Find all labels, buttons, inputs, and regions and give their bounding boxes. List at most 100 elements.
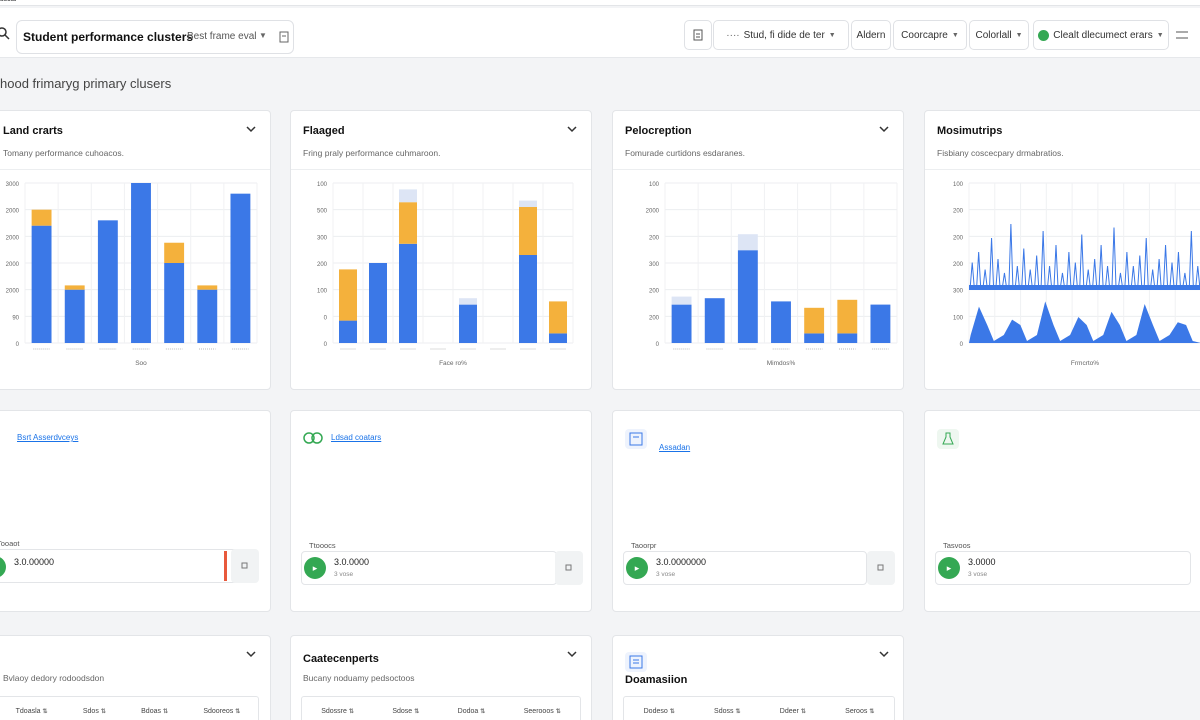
chart-card-2: Flaaged Fring praly performance cuhmaroo… — [290, 110, 592, 390]
chevron-down-icon: ▼ — [1015, 31, 1023, 39]
chevron-down-icon[interactable] — [246, 650, 256, 658]
value-row[interactable]: ▸ 3.0.0000 3 vose — [301, 551, 557, 585]
chevron-down-icon[interactable]: ▼ — [259, 31, 267, 40]
filter-dropdown[interactable]: ···· Stud, fi dide de ter ▼ — [713, 20, 849, 50]
compare-dropdown[interactable]: Coorcapre ▼ — [893, 20, 967, 50]
bar — [64, 289, 85, 343]
y-tick-label: 2000 — [6, 289, 20, 295]
color-label: Colorlall — [975, 29, 1012, 41]
top-strip: ssoal — [0, 0, 1200, 6]
link-icon — [303, 431, 325, 445]
col-label: Seroos — [845, 707, 868, 715]
y-tick-label: 2000 — [6, 209, 20, 215]
col-header[interactable]: Dodoa ⇅ — [458, 708, 486, 715]
y-tick-label: 300 — [953, 289, 964, 295]
bar — [771, 301, 791, 343]
card-subtitle: Bvlaoy dedory rodoodsdon — [3, 673, 105, 683]
chevron-down-icon[interactable] — [879, 650, 889, 658]
dashboard-title-box[interactable]: Student performance clusters Best frame … — [16, 20, 294, 54]
bar — [549, 333, 567, 343]
y-tick-label: 100 — [649, 182, 660, 188]
col-header[interactable]: Seroos ⇅ — [845, 708, 874, 715]
calendar-icon — [625, 652, 647, 672]
y-tick-label: 100 — [953, 315, 964, 321]
bottom-card-3: Doamasiion Dodeso ⇅ Sdoss ⇅ Ddeer ⇅ Seroos ⇅ — [612, 635, 904, 720]
spike-line — [969, 223, 1200, 288]
col-header[interactable]: Sdossre ⇅ — [321, 708, 354, 715]
sort-icon: ⇅ — [100, 708, 106, 715]
document-icon[interactable] — [279, 31, 289, 43]
bar — [519, 200, 537, 207]
col-header[interactable]: Sdose ⇅ — [392, 708, 419, 715]
corner-label: ssoal — [0, 0, 16, 3]
chevron-down-icon[interactable] — [879, 125, 889, 133]
col-header[interactable]: Seerooos ⇅ — [524, 708, 561, 715]
chevron-down-icon[interactable] — [567, 125, 577, 133]
bar — [704, 298, 725, 343]
chevron-down-icon[interactable] — [246, 125, 256, 133]
col-header[interactable]: Tdoasla ⇅ — [16, 708, 48, 715]
y-tick-label: 3000 — [6, 182, 20, 188]
chevron-down-icon[interactable] — [567, 650, 577, 658]
y-tick-label: 200 — [649, 315, 660, 321]
play-icon[interactable]: ▸ — [304, 557, 326, 579]
chevron-down-icon: ▼ — [951, 31, 959, 39]
play-icon[interactable]: ▸ — [938, 557, 960, 579]
copy-icon — [565, 564, 572, 571]
bar — [549, 301, 567, 334]
asset-panel-1: Bsrt Asserdvceys Tooaot ▸ 3.0.00000 — [0, 410, 271, 612]
card-subtitle: Fisbiany coscecpary drmabratios. — [937, 148, 1064, 158]
search-icon[interactable] — [0, 26, 10, 40]
y-tick-label: 100 — [317, 182, 328, 188]
value-row[interactable]: ▸ 3.0.00000 — [0, 549, 239, 583]
play-icon[interactable]: ▸ — [626, 557, 648, 579]
asset-panel-2: Ldsad coatars Ttooocs ▸ 3.0.0000 3 vose — [290, 410, 592, 612]
play-icon[interactable]: ▸ — [0, 556, 6, 578]
y-tick-label: 300 — [317, 235, 328, 241]
y-tick-label: 100 — [953, 182, 964, 188]
export-icon — [693, 29, 703, 41]
client-dropdown[interactable]: Clealt dlecumect erars ▼ — [1033, 20, 1169, 50]
col-label: Dodoa — [457, 707, 479, 715]
copy-button[interactable] — [867, 551, 895, 585]
y-tick-label: 0 — [324, 315, 328, 321]
col-header[interactable]: Sdos ⇅ — [83, 708, 106, 715]
x-axis-label: Face ro% — [439, 360, 467, 367]
col-header[interactable]: Dodeso ⇅ — [644, 708, 675, 715]
color-dropdown[interactable]: Colorlall ▼ — [969, 20, 1029, 50]
chevron-down-icon: ▼ — [1156, 31, 1164, 39]
panel-link[interactable]: Assadan — [659, 443, 691, 452]
bar — [671, 296, 692, 305]
col-header[interactable]: Sdoss ⇅ — [714, 708, 741, 715]
bar — [870, 304, 891, 343]
value-row[interactable]: ▸ 3.0.0000000 3 vose — [623, 551, 867, 585]
col-header[interactable]: Ddeer ⇅ — [780, 708, 806, 715]
bar — [164, 242, 185, 263]
value-row[interactable]: ▸ 3.0000 3 vose — [935, 551, 1191, 585]
row-sub: 3 vose — [334, 571, 354, 578]
chevron-down-icon: ▼ — [828, 31, 836, 39]
bar — [459, 304, 477, 343]
row-label: Tasvoos — [943, 541, 971, 550]
bottom-card-2: Caatecenperts Bucany noduamy pedsoctoos … — [290, 635, 592, 720]
export-button[interactable] — [684, 20, 712, 50]
chart-2: 100 500 300 200 100 0 0 Face ro% — [317, 182, 574, 367]
alerts-button[interactable]: Aldern — [851, 20, 891, 50]
panel-link[interactable]: Bsrt Asserdvceys — [17, 433, 79, 442]
col-label: Tdoasla — [15, 707, 41, 715]
col-header[interactable]: Bdoas ⇅ — [141, 708, 168, 715]
frame-selector[interactable]: Best frame eval — [187, 31, 257, 42]
col-label: Sdoss — [714, 707, 734, 715]
copy-button[interactable] — [555, 551, 583, 585]
col-header[interactable]: Sdooreos ⇅ — [203, 708, 240, 715]
col-label: Sdose — [392, 707, 413, 715]
panel-link[interactable]: Ldsad coatars — [331, 433, 382, 442]
y-tick-label: 200 — [649, 235, 660, 241]
col-label: Sdossre — [321, 707, 347, 715]
mini-table: Sdossre ⇅ Sdose ⇅ Dodoa ⇅ Seerooos ⇅ — [301, 696, 581, 720]
menu-icon[interactable] — [1176, 30, 1188, 40]
sort-icon: ⇅ — [235, 708, 241, 715]
copy-button[interactable] — [231, 549, 259, 583]
bar — [399, 202, 417, 244]
